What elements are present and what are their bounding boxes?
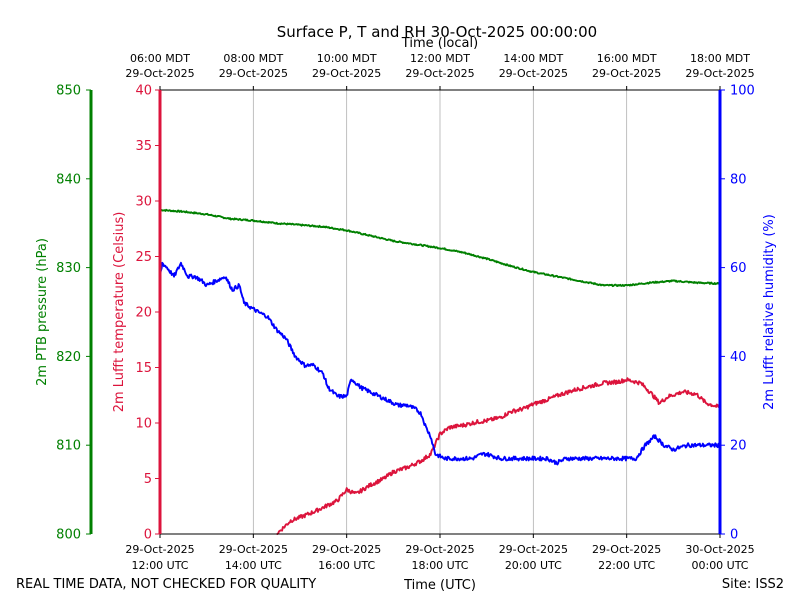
humidity-tick-label: 60 xyxy=(730,261,747,276)
top-tick-label: 18:00 MDT xyxy=(690,52,750,65)
top-tick-label: 16:00 MDT xyxy=(597,52,657,65)
series-line-pressure xyxy=(159,208,721,288)
chart-title: Surface P, T and RH 30-Oct-2025 00:00:00 xyxy=(277,23,597,41)
pressure-tick-label: 840 xyxy=(56,172,81,187)
temperature-tick-label: 25 xyxy=(135,250,152,265)
pressure-tick-label: 830 xyxy=(56,261,81,276)
top-tick-label: 06:00 MDT xyxy=(130,52,190,65)
vertical-gridlines xyxy=(252,90,628,534)
pressure-tick-label: 810 xyxy=(56,439,81,454)
humidity-tick-label: 20 xyxy=(730,439,747,454)
bottom-tick-label: 12:00 UTC xyxy=(131,559,188,572)
top-tick-label: 29-Oct-2025 xyxy=(592,67,661,80)
temperature-tick-label: 30 xyxy=(135,195,152,210)
bottom-tick-label: 22:00 UTC xyxy=(598,559,655,572)
top-tick-label: 10:00 MDT xyxy=(317,52,377,65)
temperature-tick-label: 15 xyxy=(135,361,152,376)
pressure-tick-label: 800 xyxy=(56,528,81,543)
top-tick-label: 29-Oct-2025 xyxy=(499,67,568,80)
bottom-tick-label: 29-Oct-2025 xyxy=(219,543,288,556)
bottom-tick-label: 29-Oct-2025 xyxy=(499,543,568,556)
quality-disclaimer: REAL TIME DATA, NOT CHECKED FOR QUALITY xyxy=(16,577,316,592)
bottom-tick-label: 30-Oct-2025 xyxy=(685,543,754,556)
humidity-tick-label: 0 xyxy=(730,528,738,543)
series-line-humidity xyxy=(159,261,721,466)
bottom-tick-label: 00:00 UTC xyxy=(691,559,748,572)
humidity-tick-label: 100 xyxy=(730,84,755,99)
temperature-tick-label: 5 xyxy=(144,472,152,487)
temperature-axis-label: 2m Lufft temperature (Celsius) xyxy=(112,212,127,413)
top-tick-label: 12:00 MDT xyxy=(410,52,470,65)
temperature-tick-label: 35 xyxy=(135,139,152,154)
top-tick-label: 29-Oct-2025 xyxy=(125,67,194,80)
humidity-tick-label: 80 xyxy=(730,172,747,187)
bottom-tick-label: 16:00 UTC xyxy=(318,559,375,572)
humidity-tick-label: 40 xyxy=(730,350,747,365)
top-tick-label: 14:00 MDT xyxy=(503,52,563,65)
humidity-axis-label: 2m Lufft relative humidity (%) xyxy=(762,214,777,410)
top-axis-label: Time (local) xyxy=(401,36,478,51)
x-axis-label: Time (UTC) xyxy=(403,578,476,593)
temperature-tick-label: 10 xyxy=(135,417,152,432)
site-label: Site: ISS2 xyxy=(722,577,784,592)
temperature-tick-label: 40 xyxy=(135,84,152,99)
temperature-tick-label: 0 xyxy=(144,528,152,543)
pressure-axis-label: 2m PTB pressure (hPa) xyxy=(35,238,50,386)
bottom-tick-label: 29-Oct-2025 xyxy=(592,543,661,556)
pressure-tick-label: 850 xyxy=(56,84,81,99)
axes-layer: 06:00 MDT 29-Oct-2025 08:00 MDT 29-Oct-2025… xyxy=(35,52,777,572)
bottom-tick-label: 14:00 UTC xyxy=(225,559,282,572)
bottom-tick-label: 29-Oct-2025 xyxy=(405,543,474,556)
top-tick-label: 29-Oct-2025 xyxy=(685,67,754,80)
bottom-tick-label: 29-Oct-2025 xyxy=(312,543,381,556)
top-tick-label: 29-Oct-2025 xyxy=(312,67,381,80)
temperature-tick-label: 20 xyxy=(135,306,152,321)
series-line-temperature xyxy=(276,377,721,535)
bottom-tick-label: 29-Oct-2025 xyxy=(125,543,194,556)
top-tick-label: 08:00 MDT xyxy=(223,52,283,65)
top-tick-label: 29-Oct-2025 xyxy=(405,67,474,80)
bottom-tick-label: 18:00 UTC xyxy=(411,559,468,572)
bottom-tick-label: 20:00 UTC xyxy=(505,559,562,572)
top-tick-label: 29-Oct-2025 xyxy=(219,67,288,80)
pressure-tick-label: 820 xyxy=(56,350,81,365)
series-layer xyxy=(159,208,721,535)
